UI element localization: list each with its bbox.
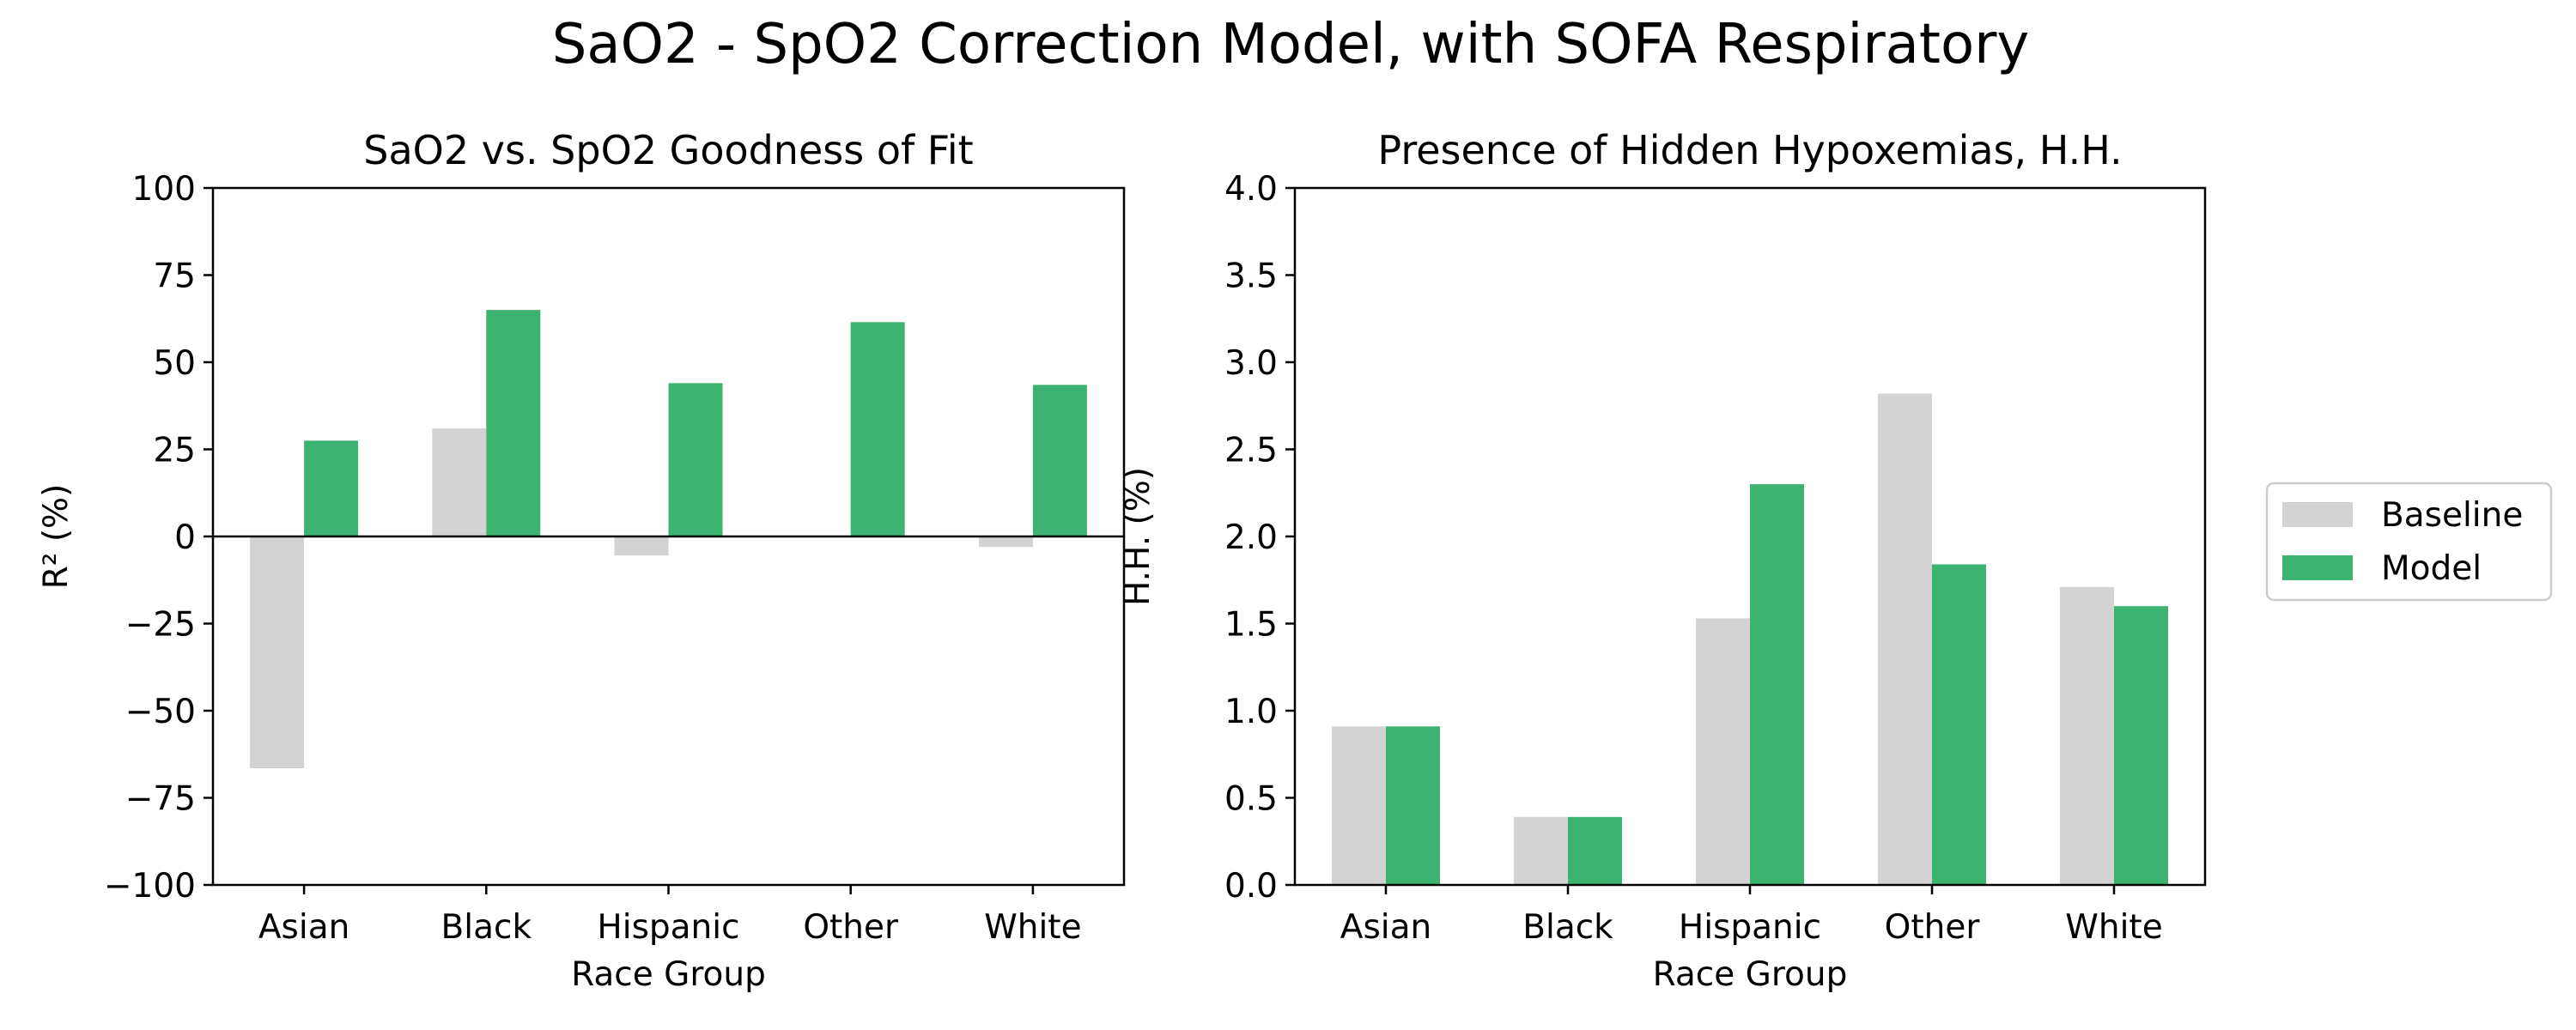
- bar-baseline-black: [1514, 816, 1568, 885]
- x-tick-label-asian: Asian: [258, 908, 349, 947]
- legend: Baseline Model: [2265, 482, 2553, 602]
- legend-label-model: Model: [2381, 549, 2482, 588]
- bar-model-other: [850, 322, 905, 536]
- x-tick-label-hispanic: Hispanic: [597, 908, 739, 947]
- legend-swatch-model: [2282, 555, 2353, 580]
- y-tick-label: 1.5: [1224, 606, 1278, 645]
- x-tick-label-black: Black: [441, 908, 532, 947]
- y-tick-label: 100: [132, 170, 196, 209]
- x-axis-label: Race Group: [571, 955, 766, 994]
- bar-model-black: [486, 310, 541, 536]
- figure-title: SaO2 - SpO2 Correction Model, with SOFA …: [552, 13, 2030, 76]
- y-axis-label: H.H. (%): [1119, 467, 1157, 606]
- x-tick-label-other: Other: [803, 908, 899, 947]
- x-tick-label-other: Other: [1885, 908, 1981, 947]
- panel-hidden-hypoxemia: 0.0 0.5 1.0 1.5 2.0 2.5 3.0 3.5 4.0 Asian Black His…: [1119, 127, 2207, 994]
- x-tick-label-hispanic: Hispanic: [1679, 908, 1821, 947]
- y-axis-label: R² (%): [37, 484, 76, 590]
- bar-model-other: [1932, 564, 1986, 885]
- bar-baseline-white: [978, 536, 1033, 548]
- panel-title: Presence of Hidden Hypoxemias, H.H.: [1377, 127, 2122, 173]
- x-axis-label: Race Group: [1653, 955, 1848, 994]
- y-tick-label: −100: [104, 867, 196, 906]
- x-tick-label-black: Black: [1522, 908, 1613, 947]
- y-tick-label: −75: [125, 780, 196, 819]
- y-tick-label: 4.0: [1224, 170, 1278, 209]
- y-tick-label: −25: [125, 606, 196, 645]
- panel-title: SaO2 vs. SpO2 Goodness of Fit: [363, 127, 973, 173]
- legend-swatch-baseline: [2282, 502, 2353, 527]
- bar-baseline-hispanic: [1696, 618, 1750, 885]
- bar-model-hispanic: [668, 383, 723, 536]
- bar-model-white: [2114, 606, 2168, 885]
- x-tick-label-white: White: [984, 908, 1081, 947]
- y-tick-label: 0: [174, 518, 196, 557]
- y-tick-label: 0.5: [1224, 780, 1278, 819]
- y-tick-label: 2.0: [1224, 518, 1278, 557]
- y-tick-label: 2.5: [1224, 432, 1278, 470]
- y-tick-label: 3.5: [1224, 258, 1278, 296]
- bar-baseline-asian: [250, 536, 305, 768]
- y-tick-label: 1.0: [1224, 693, 1278, 731]
- y-tick-label: 50: [153, 344, 196, 383]
- bar-baseline-asian: [1332, 726, 1386, 885]
- bar-baseline-hispanic: [614, 536, 669, 556]
- y-tick-label: 3.0: [1224, 344, 1278, 383]
- bar-baseline-other: [1878, 393, 1932, 885]
- panel-r2: 100 75 50 25 0 −25 −50 −75 −100 Asian Black Hispani…: [37, 127, 1126, 994]
- y-tick-label: 25: [153, 432, 196, 470]
- y-tick-label: 0.0: [1224, 867, 1278, 906]
- x-tick-label-asian: Asian: [1340, 908, 1431, 947]
- x-tick-label-white: White: [2065, 908, 2162, 947]
- bar-model-black: [1568, 816, 1622, 885]
- bar-model-hispanic: [1750, 484, 1804, 885]
- legend-label-baseline: Baseline: [2381, 496, 2523, 535]
- bar-baseline-black: [432, 428, 487, 536]
- bar-baseline-white: [2060, 586, 2114, 885]
- y-tick-label: 75: [153, 258, 196, 296]
- bar-model-asian: [304, 440, 359, 536]
- y-tick-label: −50: [125, 693, 196, 731]
- bar-model-asian: [1386, 726, 1440, 885]
- bar-model-white: [1032, 385, 1087, 536]
